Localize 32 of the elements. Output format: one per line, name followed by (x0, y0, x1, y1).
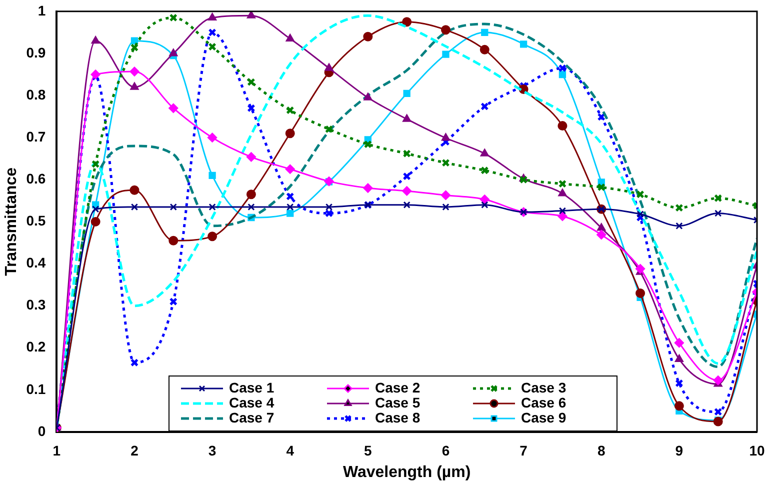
y-tick-label: 0.1 (26, 380, 46, 397)
y-tick-label: 0.6 (26, 170, 46, 186)
x-tick-label: 8 (597, 442, 606, 458)
legend-label: Case 6 (521, 394, 566, 410)
y-tick-label: 0.2 (26, 338, 46, 355)
y-axis-title: Transmittance (3, 167, 20, 276)
x-tick-label: 3 (208, 442, 216, 458)
x-tick-label: 10 (749, 442, 765, 458)
legend-label: Case 9 (521, 409, 566, 426)
x-tick-label: 9 (675, 442, 684, 458)
x-tick-label: 1 (52, 442, 61, 458)
y-tick-label: 1 (38, 2, 46, 18)
y-tick-label: 0.4 (26, 254, 46, 271)
x-tick-label: 5 (364, 442, 372, 458)
legend-label: Case 5 (375, 394, 420, 410)
legend-label: Case 3 (521, 379, 566, 396)
y-tick-label: 0.8 (26, 86, 46, 102)
y-tick-label: 0.9 (26, 44, 46, 60)
x-axis-title: Wavelength (µm) (342, 464, 471, 481)
legend-label: Case 1 (229, 379, 274, 396)
legend-label: Case 7 (229, 409, 274, 426)
x-tick-label: 6 (442, 442, 450, 458)
x-tick-label: 7 (520, 442, 528, 458)
x-tick-label: 2 (130, 442, 139, 458)
y-tick-label: 0.5 (26, 212, 46, 229)
legend-label: Case 2 (375, 379, 420, 396)
y-tick-label: 0.3 (26, 296, 46, 313)
y-tick-label: 0.7 (26, 128, 46, 144)
y-tick-label: 0 (38, 422, 46, 439)
legend-label: Case 4 (229, 394, 274, 410)
legend-label: Case 8 (375, 409, 420, 426)
x-tick-label: 4 (286, 442, 294, 458)
